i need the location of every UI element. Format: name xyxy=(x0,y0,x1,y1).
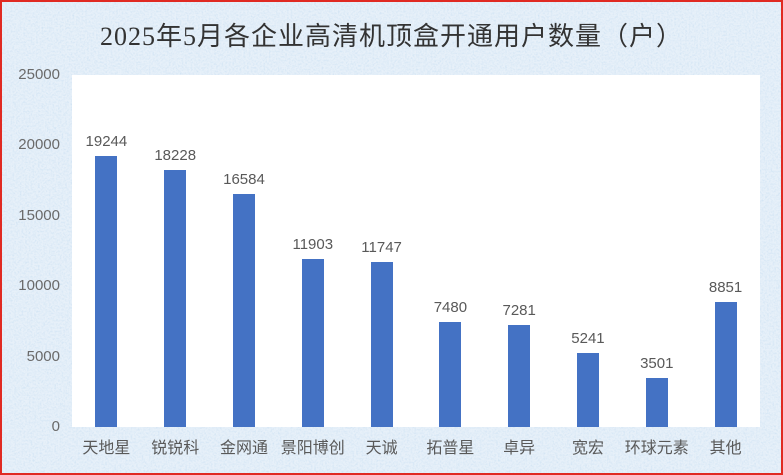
bar-column: 8851 xyxy=(691,75,760,427)
bar xyxy=(645,377,668,427)
x-axis: 天地星 锐锐科 金网通 景阳博创 天诚 拓普星 卓异 宽宏 环球元素 其他 xyxy=(72,434,760,458)
bar-value-label: 8851 xyxy=(708,279,743,297)
bar-value-label: 19244 xyxy=(85,133,128,150)
bar-column: 16584 xyxy=(210,75,279,427)
bar-value-label: 11747 xyxy=(361,238,402,256)
bar-column: 11903 xyxy=(278,75,347,427)
bar-value-label: 16584 xyxy=(223,170,265,188)
x-category-label: 天诚 xyxy=(365,440,398,457)
bar-column: 19244 xyxy=(72,75,141,427)
y-tick-label: 0 xyxy=(51,418,60,435)
bar-column: 7281 xyxy=(485,75,554,427)
x-category-label: 卓异 xyxy=(503,440,536,457)
y-tick-label: 25000 xyxy=(18,66,60,83)
bar xyxy=(301,259,324,427)
bar-column: 5241 xyxy=(554,75,623,427)
bar-value-label: 5241 xyxy=(571,330,605,348)
bar-value-label: 18228 xyxy=(154,147,197,165)
bar-value-label: 7281 xyxy=(502,301,536,319)
bar-column: 11747 xyxy=(347,75,416,427)
y-tick-label: 20000 xyxy=(18,136,60,154)
bar xyxy=(164,170,187,427)
bar xyxy=(232,193,255,427)
bar-column: 7480 xyxy=(416,75,485,427)
x-category-label: 天地星 xyxy=(82,440,131,457)
bar xyxy=(95,156,118,427)
bar xyxy=(576,353,599,427)
x-category-label: 金网通 xyxy=(219,440,268,457)
x-category-label: 拓普星 xyxy=(426,440,475,457)
x-category-label: 环球元素 xyxy=(624,440,689,457)
plot-area: 19244 18228 16584 11903 11747 7480 7281 5241 350… xyxy=(72,75,760,427)
bar-value-label: 11903 xyxy=(292,236,334,254)
y-tick-label: 15000 xyxy=(18,206,60,224)
x-category-label: 其他 xyxy=(709,440,742,457)
bar-value-label: 7480 xyxy=(433,298,468,316)
bar-column: 18228 xyxy=(141,75,210,427)
bar-value-label: 3501 xyxy=(640,354,674,372)
bar-column: 3501 xyxy=(622,75,691,427)
y-tick-label: 10000 xyxy=(18,277,60,295)
chart-title: 2025年5月各企业高清机顶盒开通用户数量（户） xyxy=(99,22,683,51)
y-tick-label: 5000 xyxy=(26,347,60,365)
bar xyxy=(439,321,462,427)
x-category-label: 景阳博创 xyxy=(280,440,345,457)
bars: 19244 18228 16584 11903 11747 7480 7281 5241 350… xyxy=(72,75,760,427)
bar xyxy=(370,261,393,427)
x-category-label: 宽宏 xyxy=(571,440,604,457)
x-category-label: 锐锐科 xyxy=(151,440,200,457)
bar xyxy=(508,324,531,427)
bar xyxy=(714,302,737,427)
y-axis: 0 5000 10000 15000 20000 25000 xyxy=(2,2,60,473)
